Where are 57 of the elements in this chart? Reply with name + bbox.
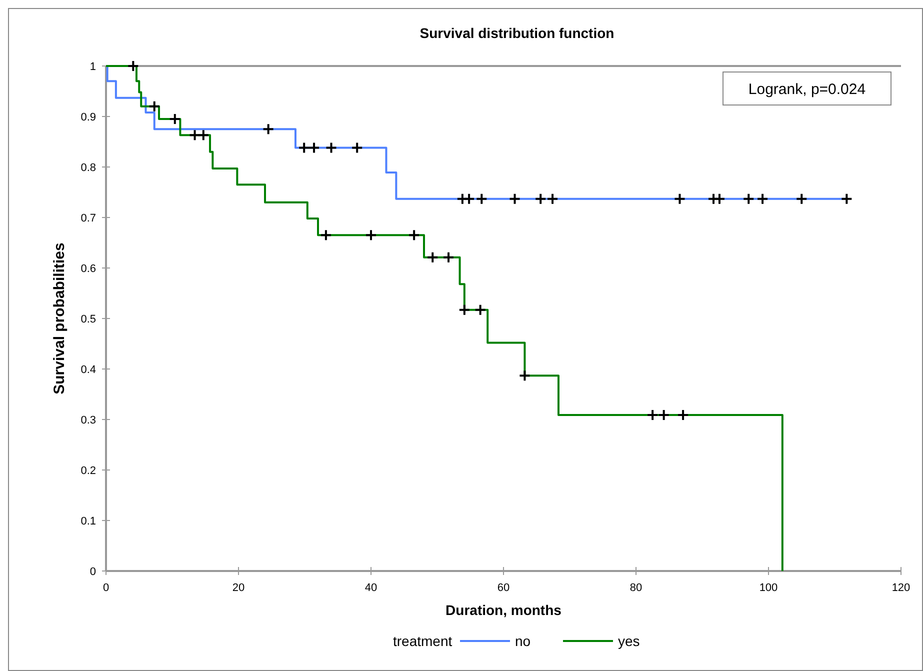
point: [408, 229, 420, 242]
point: [458, 304, 470, 316]
point: [325, 142, 338, 154]
y-tick-label: 0.6: [80, 263, 96, 275]
point: [188, 129, 201, 142]
point: [426, 251, 439, 264]
point: [365, 229, 377, 242]
y-tick-label: 0: [90, 566, 96, 578]
legend-label: no: [515, 633, 531, 649]
y-tick-label: 0.3: [80, 414, 96, 426]
point: [320, 229, 332, 242]
y-tick-label: 0.5: [80, 314, 96, 326]
x-tick-label: 100: [759, 582, 778, 594]
y-tick-label: 1: [90, 61, 96, 73]
point: [546, 192, 559, 205]
point: [298, 142, 310, 154]
point: [713, 192, 726, 205]
y-tick-label: 0.1: [80, 516, 96, 528]
y-tick-label: 0.8: [80, 162, 96, 174]
point: [351, 142, 364, 154]
x-tick-label: 40: [364, 582, 378, 594]
y-tick-label: 0.4: [80, 364, 96, 376]
point: [796, 192, 808, 205]
y-axis-title: Survival probabilities: [51, 242, 68, 394]
point: [463, 192, 476, 205]
x-tick-label: 120: [892, 582, 910, 594]
point: [756, 192, 769, 205]
x-tick-label: 60: [497, 582, 510, 594]
y-tick-label: 0.7: [80, 212, 96, 224]
point: [127, 60, 140, 72]
point: [442, 251, 455, 264]
point: [262, 123, 274, 136]
legend-title: treatment: [393, 633, 452, 649]
point: [742, 192, 755, 205]
point: [476, 192, 488, 205]
x-axis-title: Duration, months: [446, 602, 562, 618]
legend-label: yes: [618, 633, 640, 649]
x-tick-label: 0: [102, 582, 110, 594]
point: [518, 370, 531, 382]
point: [646, 408, 659, 421]
chart-title: Survival distribution function: [420, 25, 614, 41]
point: [534, 192, 547, 205]
point: [677, 408, 690, 421]
point: [474, 304, 486, 316]
x-tick-label: 80: [630, 582, 642, 594]
point: [168, 113, 181, 126]
point: [674, 192, 686, 205]
point: [148, 100, 160, 112]
annotation: Logrank, p=0.024: [748, 81, 866, 98]
point: [840, 192, 853, 205]
y-tick-label: 0.9: [80, 112, 96, 124]
y-tick-label: 0.2: [80, 465, 96, 477]
x-tick-label: 20: [232, 582, 245, 594]
point: [197, 129, 210, 142]
point: [308, 142, 320, 154]
point: [508, 192, 521, 205]
point: [658, 408, 670, 421]
